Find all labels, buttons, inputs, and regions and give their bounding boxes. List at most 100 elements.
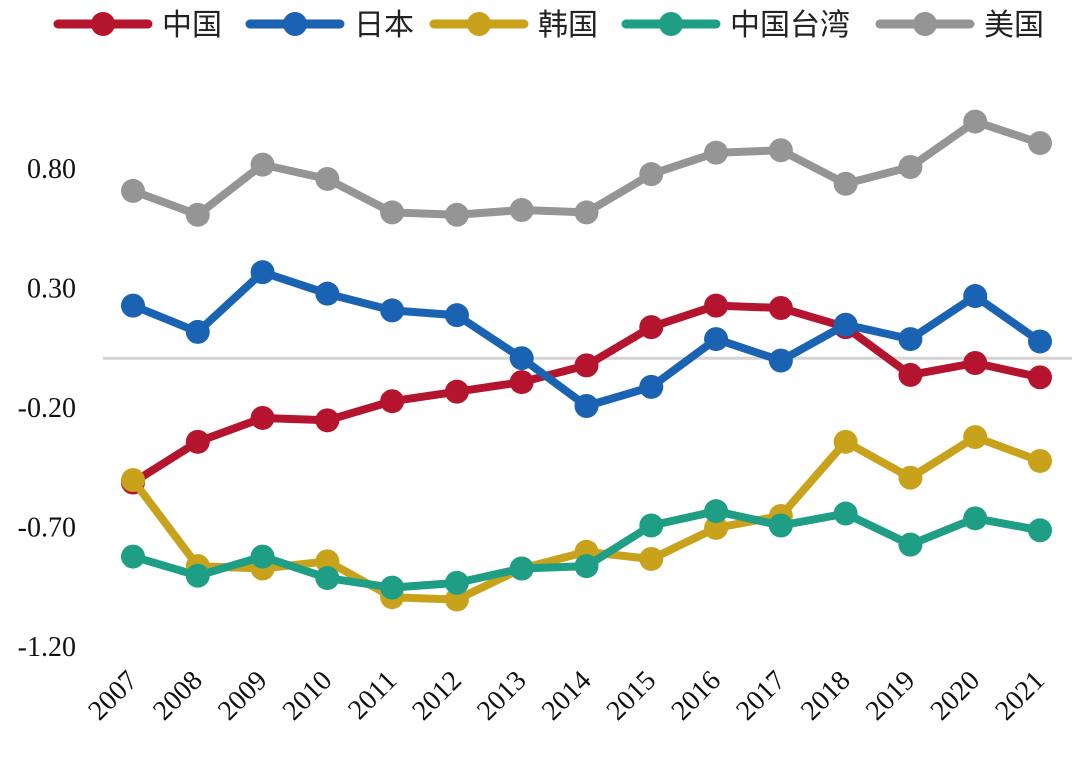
x-tick-label: 2019 <box>860 665 922 727</box>
x-tick-label: 2016 <box>666 665 728 727</box>
data-point <box>704 293 729 318</box>
data-point <box>185 429 210 454</box>
data-point <box>963 506 988 531</box>
data-point <box>380 200 405 225</box>
x-axis: 2007 2008 2009 2010 2011 2012 2013 2014 2015 2016… <box>82 665 1051 727</box>
data-point <box>509 556 534 581</box>
x-tick-label: 2013 <box>471 665 533 727</box>
x-tick-label: 2010 <box>277 665 339 727</box>
data-point <box>509 370 534 395</box>
data-point <box>639 374 664 399</box>
data-point <box>833 429 858 454</box>
series <box>121 260 1052 418</box>
data-point <box>509 198 534 223</box>
legend-label: 韩国 <box>538 8 598 43</box>
data-point <box>1028 365 1052 390</box>
legend: 中国 日本 韩国 中国台湾 美国 <box>53 8 1044 43</box>
data-point <box>704 499 729 524</box>
data-point <box>963 284 988 309</box>
data-point <box>963 109 988 134</box>
data-point <box>444 570 469 595</box>
legend-item: 美国 <box>875 8 1044 43</box>
data-point <box>250 544 275 569</box>
data-point <box>704 327 729 352</box>
legend-marker <box>91 12 115 36</box>
x-tick-label: 2014 <box>536 665 598 727</box>
data-point <box>250 152 275 177</box>
data-point <box>509 346 534 371</box>
x-tick-label: 2018 <box>795 665 857 727</box>
data-point <box>574 353 599 378</box>
x-tick-label: 2011 <box>342 665 403 726</box>
series <box>121 293 1052 495</box>
legend-item: 中国 <box>53 8 222 43</box>
data-point <box>898 155 923 179</box>
data-point <box>704 515 729 540</box>
x-tick-label: 2020 <box>925 665 987 727</box>
legend-marker <box>467 12 491 36</box>
data-point <box>185 319 210 344</box>
y-tick-label: -0.20 <box>18 393 76 424</box>
x-tick-label: 2021 <box>989 665 1051 727</box>
data-point <box>639 513 664 538</box>
legend-item: 韩国 <box>429 8 598 43</box>
legend-marker <box>913 12 937 36</box>
data-point <box>250 260 275 285</box>
data-point <box>639 546 664 571</box>
data-point <box>639 162 664 187</box>
y-tick-label: 0.80 <box>27 154 76 185</box>
data-point <box>639 315 664 340</box>
data-point <box>1028 448 1052 473</box>
data-point <box>768 296 793 321</box>
x-tick-label: 2009 <box>212 665 274 727</box>
data-point <box>898 327 923 352</box>
y-axis: -1.20 -0.70 -0.20 0.30 0.80 <box>18 154 76 663</box>
data-point <box>315 281 340 306</box>
series <box>121 109 1052 227</box>
data-point <box>898 362 923 387</box>
data-point <box>898 532 923 557</box>
data-point <box>833 312 858 337</box>
data-point <box>444 303 469 328</box>
legend-label: 中国台湾 <box>730 8 850 43</box>
data-point <box>768 138 793 163</box>
y-tick-label: -1.20 <box>18 632 76 663</box>
data-point <box>121 293 145 318</box>
data-point <box>963 425 988 450</box>
legend-item: 中国台湾 <box>621 8 850 43</box>
series <box>121 499 1052 600</box>
data-point <box>121 468 145 493</box>
data-point <box>315 166 340 191</box>
x-tick-label: 2015 <box>601 665 663 727</box>
data-point <box>380 575 405 600</box>
data-point <box>121 178 145 203</box>
data-point <box>315 408 340 433</box>
data-point <box>833 501 858 526</box>
data-point <box>898 465 923 490</box>
legend-label: 日本 <box>354 8 414 43</box>
data-point <box>833 171 858 196</box>
data-point <box>380 298 405 323</box>
data-point <box>444 587 469 612</box>
data-point <box>768 348 793 373</box>
data-point <box>574 554 599 579</box>
data-point <box>444 202 469 227</box>
x-tick-label: 2007 <box>82 665 144 727</box>
data-point <box>574 394 599 418</box>
y-tick-label: -0.70 <box>18 513 76 544</box>
x-tick-label: 2008 <box>147 665 209 727</box>
data-point <box>315 566 340 591</box>
data-point <box>315 549 340 574</box>
data-point <box>963 350 988 375</box>
data-point <box>1028 518 1052 543</box>
data-point <box>121 544 145 569</box>
data-point <box>1028 131 1052 156</box>
series <box>121 425 1052 612</box>
legend-label: 美国 <box>984 8 1044 43</box>
data-point <box>185 563 210 588</box>
data-point <box>574 200 599 225</box>
x-tick-label: 2012 <box>406 665 468 727</box>
y-tick-label: 0.30 <box>27 274 76 305</box>
x-tick-label: 2017 <box>730 665 792 727</box>
